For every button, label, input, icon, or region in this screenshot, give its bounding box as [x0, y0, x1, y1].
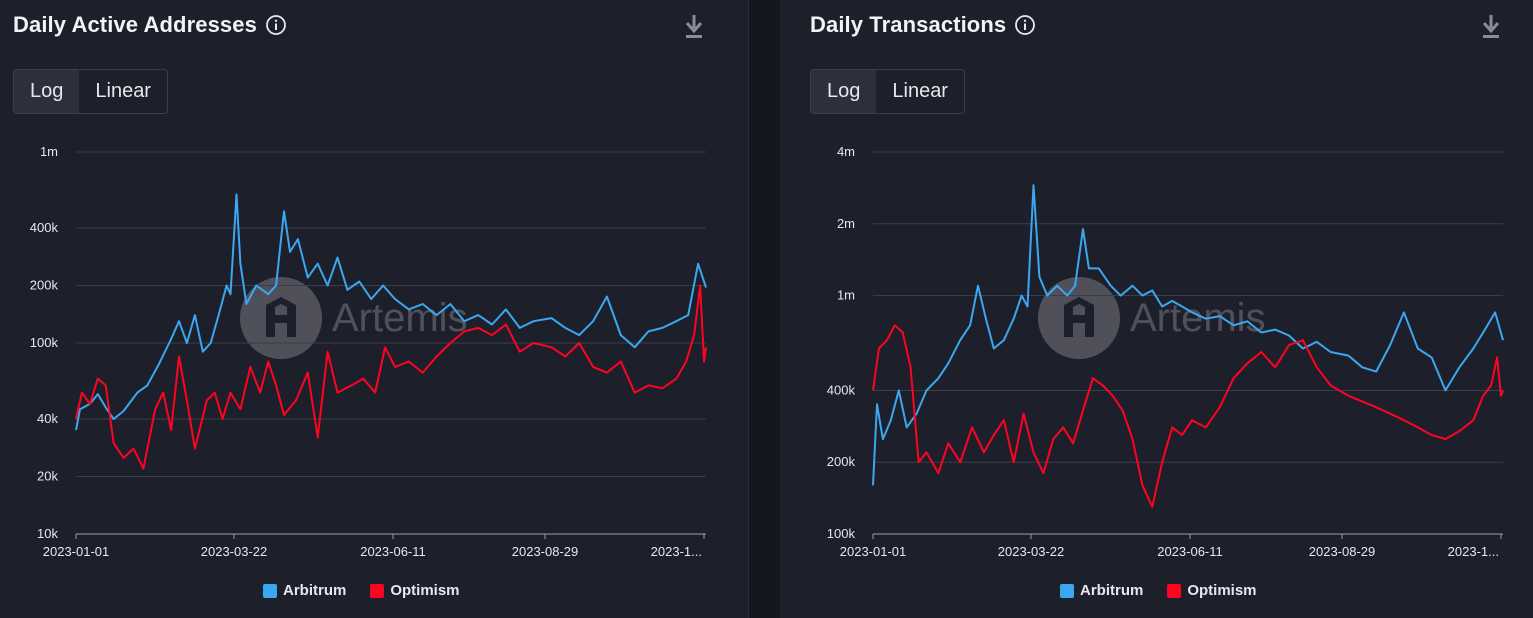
legend: Arbitrum Optimism	[1060, 582, 1281, 599]
chart-panel-daily-active-addresses: Daily Active Addresses Log Linear Artemi…	[0, 0, 748, 618]
y-tick-label: 1m	[837, 288, 855, 303]
y-tick-label: 200k	[30, 278, 59, 293]
y-tick-label: 10k	[37, 526, 58, 541]
y-tick-label: 1m	[40, 144, 58, 159]
y-tick-label: 100k	[827, 526, 856, 541]
y-tick-label: 100k	[30, 335, 59, 350]
legend-swatch	[370, 583, 385, 598]
y-tick-label: 200k	[827, 454, 856, 469]
x-tick-label: 2023-1...	[651, 544, 702, 559]
x-tick-label: 2023-03-22	[201, 544, 268, 559]
legend-swatch	[1167, 583, 1182, 598]
series-line-arbitrum	[75, 193, 707, 431]
y-tick-label: 40k	[37, 411, 58, 426]
y-tick-label: 4m	[837, 144, 855, 159]
chart-plot: 100k 200k 400k 1m 2m 4m 2023-01-01 2023-03-22 20…	[827, 144, 1504, 559]
legend-item-optimism[interactable]: Optimism	[370, 582, 460, 599]
legend-swatch	[263, 583, 277, 598]
log-scale-button[interactable]: Log	[811, 70, 877, 113]
x-tick-label: 2023-01-01	[43, 544, 110, 559]
chart-panel-daily-transactions: Daily Transactions Log Linear Artemis 10…	[780, 0, 1533, 618]
chart-plot: 10k 20k 40k 100k 200k 400k 1m 2023-01-01 2023-03…	[30, 144, 707, 559]
log-scale-button[interactable]: Log	[14, 70, 80, 113]
series-line-arbitrum	[872, 184, 1504, 486]
panel-divider	[748, 0, 749, 618]
legend-item-optimism[interactable]: Optimism	[1167, 582, 1257, 599]
info-icon[interactable]	[265, 14, 287, 36]
y-tick-label: 2m	[837, 216, 855, 231]
download-icon[interactable]	[683, 14, 705, 40]
legend-item-arbitrum[interactable]: Arbitrum	[1060, 582, 1143, 599]
linear-scale-button[interactable]: Linear	[876, 70, 964, 113]
x-tick-label: 2023-08-29	[1309, 544, 1376, 559]
scale-toggle: Log Linear	[13, 69, 168, 114]
legend-label: Optimism	[1187, 582, 1257, 599]
legend-item-arbitrum[interactable]: Arbitrum	[263, 582, 346, 599]
title-row: Daily Active Addresses	[13, 12, 287, 38]
legend-label: Optimism	[390, 582, 460, 599]
scale-toggle: Log Linear	[810, 69, 965, 114]
y-tick-label: 400k	[827, 382, 856, 397]
x-tick-label: 2023-03-22	[998, 544, 1065, 559]
info-icon[interactable]	[1014, 14, 1036, 36]
chart-title: Daily Transactions	[810, 12, 1007, 37]
legend-label: Arbitrum	[283, 582, 347, 599]
legend-label: Arbitrum	[1080, 582, 1144, 599]
y-tick-label: 400k	[30, 220, 59, 235]
x-tick-label: 2023-01-01	[840, 544, 907, 559]
chart-title: Daily Active Addresses	[13, 12, 257, 37]
linear-scale-button[interactable]: Linear	[79, 70, 167, 113]
x-tick-label: 2023-06-11	[1157, 544, 1223, 559]
legend: Arbitrum Optimism	[263, 582, 484, 599]
x-tick-label: 2023-1...	[1448, 544, 1499, 559]
download-icon[interactable]	[1480, 14, 1502, 40]
x-tick-label: 2023-06-11	[360, 544, 426, 559]
x-tick-label: 2023-08-29	[512, 544, 579, 559]
title-row: Daily Transactions	[810, 12, 1036, 38]
y-tick-label: 20k	[37, 469, 58, 484]
series-line-optimism	[872, 324, 1504, 508]
series-line-optimism	[75, 284, 707, 470]
legend-swatch	[1060, 583, 1074, 598]
